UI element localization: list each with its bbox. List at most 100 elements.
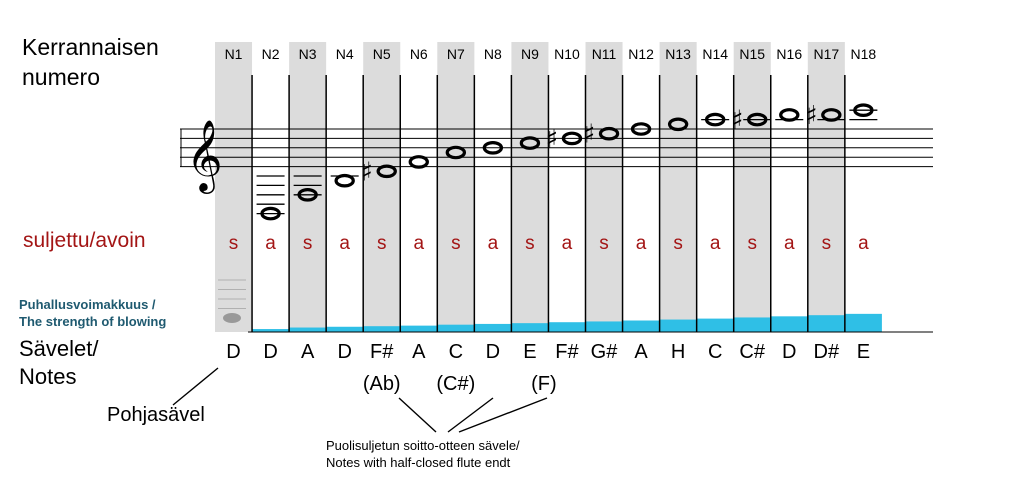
sharp-icon: ♯ <box>731 106 744 136</box>
closed-open-state: a <box>710 233 721 254</box>
blowing-strength-bar <box>548 322 586 332</box>
note-name: A <box>301 341 315 363</box>
half-closed-pointer-line <box>398 397 437 433</box>
blowing-strength-label-line1: Puhallusvoimakkuus / <box>19 297 156 312</box>
harmonic-number: N10 <box>554 46 580 62</box>
legend-note-icon <box>223 313 241 323</box>
fundamental-label: Pohjasävel <box>107 404 205 426</box>
blowing-strength-bar <box>363 326 401 332</box>
notes-label-line1: Sävelet/ <box>19 336 99 361</box>
sharp-icon: ♯ <box>546 124 559 154</box>
blowing-strength-bar <box>659 319 697 332</box>
note-name: F# <box>370 341 394 363</box>
blowing-strength-bar <box>326 326 364 332</box>
blowing-strength-bar <box>511 323 549 332</box>
note-name: D <box>337 341 351 363</box>
whole-note-icon <box>376 164 397 179</box>
blowing-strength-bar <box>844 313 882 332</box>
note-name: D# <box>814 341 840 363</box>
blowing-strength-label: Puhallusvoimakkuus / The strength of blo… <box>19 296 166 330</box>
whole-note-icon <box>561 131 583 146</box>
harmonic-number: N14 <box>702 46 728 62</box>
whole-note-icon <box>779 108 800 122</box>
closed-open-state: s <box>599 233 609 254</box>
alternate-note: (F) <box>531 373 557 395</box>
harmonic-number-label-line2: numero <box>22 64 100 90</box>
blowing-strength-label-line2: The strength of blowing <box>19 314 167 329</box>
harmonic-number: N18 <box>851 46 877 62</box>
half-closed-pointer-line <box>447 397 494 433</box>
sharp-icon: ♯ <box>583 120 596 150</box>
shaded-column <box>585 42 623 332</box>
closed-open-state: s <box>822 233 832 254</box>
whole-note-icon <box>747 112 768 127</box>
note-name: C <box>708 341 722 363</box>
note-name: A <box>412 341 426 363</box>
harmonic-number: N2 <box>262 46 280 62</box>
whole-note-icon <box>853 103 874 117</box>
sharp-icon: ♯ <box>360 157 373 187</box>
note-name: C <box>449 341 463 363</box>
whole-note-icon <box>260 206 281 221</box>
closed-open-state: a <box>265 233 276 254</box>
shaded-column <box>437 42 475 332</box>
note-name: H <box>671 341 685 363</box>
note-name: C# <box>739 341 765 363</box>
closed-open-state: a <box>858 233 869 254</box>
closed-open-state: a <box>339 233 350 254</box>
closed-open-state: s <box>229 233 239 254</box>
shaded-column <box>289 42 327 332</box>
shaded-column <box>807 42 845 332</box>
closed-open-state: s <box>673 233 683 254</box>
note-name: D <box>226 341 240 363</box>
blowing-strength-bar <box>696 318 734 332</box>
blowing-strength-bar <box>400 325 438 332</box>
note-name: A <box>634 341 648 363</box>
blowing-strength-bar <box>622 320 660 332</box>
note-name: E <box>523 341 536 363</box>
closed-open-state: a <box>488 233 499 254</box>
harmonic-number: N6 <box>410 46 428 62</box>
harmonic-number: N11 <box>592 46 617 62</box>
blowing-strength-bar <box>437 324 475 332</box>
closed-open-label: suljettu/avoin <box>23 229 146 252</box>
closed-open-state: s <box>377 233 387 254</box>
whole-note-icon <box>598 126 620 141</box>
harmonic-number: N5 <box>373 46 391 62</box>
closed-open-state: s <box>451 233 461 254</box>
harmonic-number: N15 <box>739 46 765 62</box>
shaded-column <box>659 42 697 332</box>
blowing-strength-bar <box>807 315 845 332</box>
harmonic-number-label: Kerrannaisen numero <box>22 32 159 92</box>
closed-open-state: a <box>562 233 573 254</box>
whole-note-icon <box>704 112 726 127</box>
half-closed-pointer-line <box>458 397 548 433</box>
closed-open-state: a <box>413 233 424 254</box>
harmonic-number: N13 <box>665 46 691 62</box>
harmonic-number: N12 <box>628 46 654 62</box>
harmonic-number: N4 <box>336 46 354 62</box>
harmonic-number: N8 <box>484 46 502 62</box>
closed-open-state: s <box>525 233 535 254</box>
whole-note-icon <box>519 136 541 150</box>
closed-open-state: a <box>636 233 647 254</box>
note-name: D <box>263 341 277 363</box>
alternate-note: (Ab) <box>363 373 401 395</box>
whole-note-icon <box>821 108 842 122</box>
treble-clef-icon: 𝄞 <box>186 118 223 194</box>
whole-note-icon <box>667 117 689 132</box>
whole-note-icon <box>297 188 318 202</box>
shaded-column <box>215 42 253 332</box>
half-closed-label-line1: Puolisuljetun soitto-otteen sävele/ <box>326 438 520 453</box>
whole-note-icon <box>334 173 355 188</box>
whole-note-icon <box>445 145 467 160</box>
alternate-note: (C#) <box>436 373 475 395</box>
note-name: D <box>782 341 796 363</box>
note-name: E <box>857 341 870 363</box>
whole-note-icon <box>408 155 429 169</box>
sharp-icon: ♯ <box>805 101 818 131</box>
closed-open-state: a <box>784 233 795 254</box>
closed-open-state: s <box>303 233 313 254</box>
fundamental-pointer-line <box>172 367 219 406</box>
